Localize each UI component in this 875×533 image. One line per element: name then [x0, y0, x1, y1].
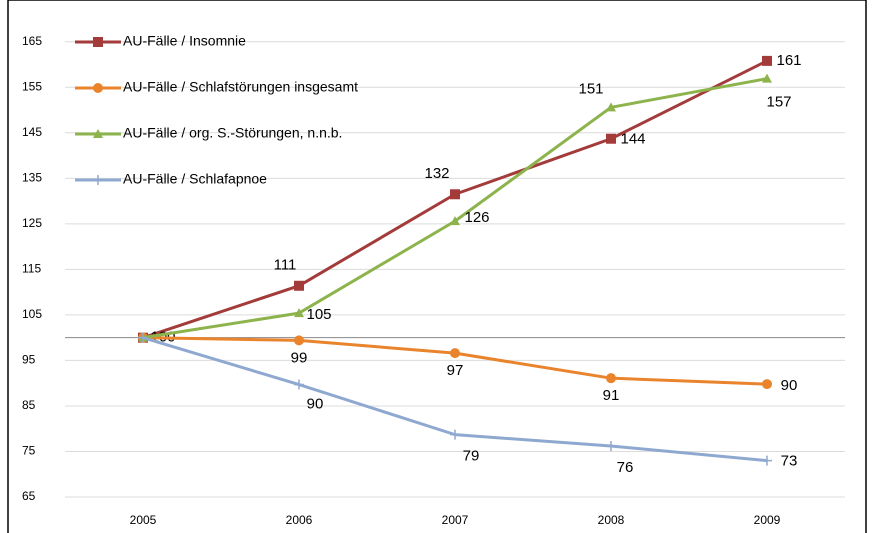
data-point	[450, 189, 460, 200]
y-tick-label: 105	[22, 307, 42, 321]
data-label: 90	[781, 377, 798, 394]
legend-label: AU-Fälle / org. S.-Störungen, n.n.b.	[123, 125, 342, 141]
data-label: 157	[766, 94, 791, 111]
data-point	[762, 55, 772, 66]
data-label: 161	[776, 52, 801, 69]
x-tick-label: 2009	[754, 513, 781, 527]
data-label: 144	[620, 131, 645, 148]
y-tick-label: 135	[22, 171, 42, 185]
data-label: 105	[306, 306, 331, 323]
legend-marker	[93, 175, 103, 185]
data-point	[294, 308, 304, 318]
series-line	[142, 59, 768, 340]
y-tick-label: 75	[22, 444, 36, 458]
data-point	[606, 133, 616, 144]
legend-marker	[93, 83, 103, 93]
data-point	[450, 348, 460, 359]
data-label: 76	[617, 459, 634, 476]
data-label: 99	[291, 349, 308, 366]
chart-frame	[7, 0, 867, 533]
data-label: 126	[464, 209, 489, 226]
data-point	[450, 216, 460, 226]
y-tick-label: 155	[22, 79, 42, 93]
data-point	[762, 73, 772, 83]
data-point	[450, 429, 460, 440]
data-point	[294, 335, 304, 346]
y-tick-label: 165	[22, 34, 42, 48]
data-label: 90	[307, 396, 324, 413]
y-tick-label: 95	[22, 353, 36, 367]
y-tick-label: 85	[22, 398, 36, 412]
legend-marker	[93, 129, 103, 138]
data-label: 79	[463, 448, 480, 465]
x-tick-label: 2006	[286, 513, 313, 527]
data-point	[138, 332, 148, 343]
legend-marker	[93, 37, 103, 47]
x-tick-label: 2007	[442, 513, 469, 527]
data-point	[606, 441, 616, 452]
legend-label: AU-Fälle / Insomnie	[123, 33, 246, 49]
data-point	[294, 280, 304, 291]
data-point	[294, 379, 304, 390]
y-tick-label: 145	[22, 125, 42, 139]
legend-label: AU-Fälle / Schlafstörungen insgesamt	[123, 79, 358, 95]
data-label: 73	[781, 453, 798, 470]
data-label: 111	[274, 257, 297, 274]
y-tick-label: 65	[22, 489, 36, 503]
y-tick-label: 115	[22, 262, 41, 276]
data-point	[606, 102, 616, 112]
data-label: 132	[424, 165, 449, 182]
data-label: 97	[447, 362, 464, 379]
x-tick-label: 2005	[130, 513, 157, 527]
series-line	[142, 77, 768, 340]
y-tick-label: 125	[22, 216, 42, 230]
data-point	[606, 373, 616, 384]
x-tick-label: 2008	[598, 513, 625, 527]
data-point	[762, 455, 772, 466]
data-point	[762, 379, 772, 390]
data-label: 151	[578, 80, 603, 97]
legend-label: AU-Fälle / Schlafapnoe	[123, 171, 267, 187]
data-label: 91	[603, 387, 620, 404]
